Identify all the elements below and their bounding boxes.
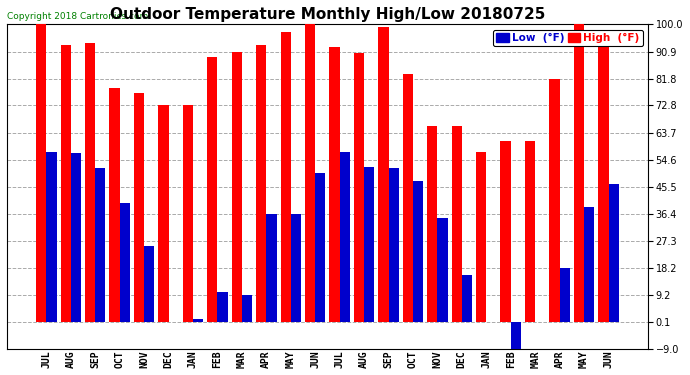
Bar [144,246,155,322]
Bar [207,57,217,322]
Bar [281,32,290,322]
Bar [584,207,594,322]
Bar [403,74,413,322]
Bar [315,173,326,322]
Legend: Low  (°F), High  (°F): Low (°F), High (°F) [493,30,642,46]
Bar [256,45,266,322]
Bar [354,53,364,322]
Bar [217,292,228,322]
Bar [305,24,315,322]
Bar [119,203,130,322]
Bar [339,152,350,322]
Bar [232,52,242,322]
Bar [158,105,168,322]
Title: Outdoor Temperature Monthly High/Low 20180725: Outdoor Temperature Monthly High/Low 201… [110,7,545,22]
Bar [437,218,448,322]
Bar [95,168,106,322]
Bar [413,181,423,322]
Bar [266,214,277,322]
Bar [476,152,486,322]
Bar [427,126,437,322]
Bar [598,33,609,322]
Bar [46,152,57,322]
Bar [549,79,560,322]
Bar [511,322,521,349]
Bar [71,153,81,322]
Bar [290,214,301,322]
Bar [193,319,204,322]
Bar [451,126,462,322]
Bar [574,24,584,322]
Bar [378,27,388,322]
Bar [364,167,375,322]
Bar [242,295,252,322]
Text: Copyright 2018 Cartronics.com: Copyright 2018 Cartronics.com [7,12,148,21]
Bar [183,105,193,322]
Bar [61,45,71,322]
Bar [329,47,339,322]
Bar [525,141,535,322]
Bar [500,141,511,322]
Bar [560,268,570,322]
Bar [134,93,144,322]
Bar [85,43,95,322]
Bar [388,168,399,322]
Bar [36,24,46,322]
Bar [609,184,619,322]
Bar [110,88,119,322]
Bar [462,275,472,322]
